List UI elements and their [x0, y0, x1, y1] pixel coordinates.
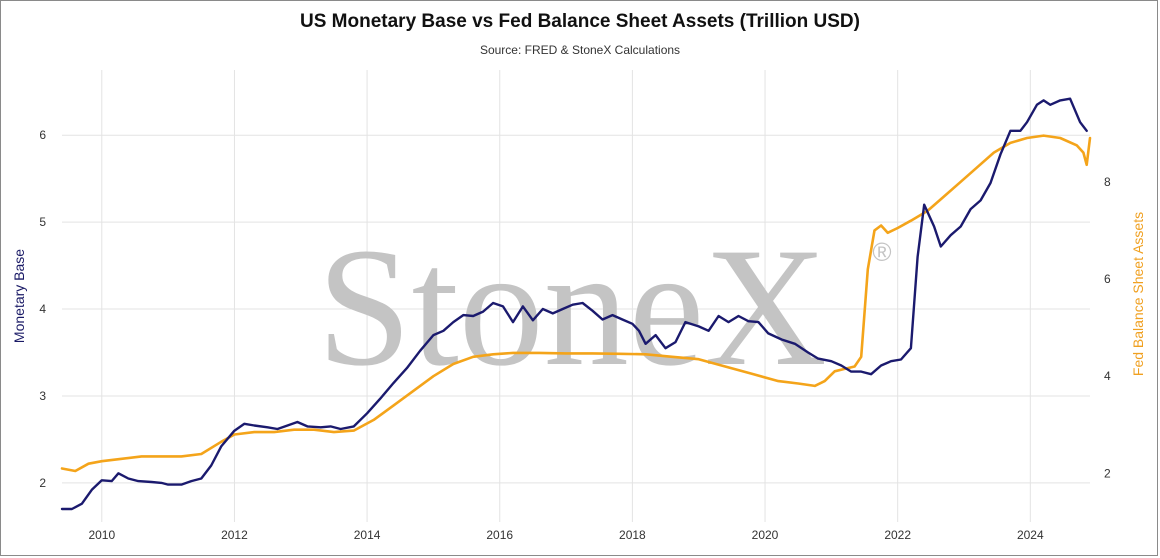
y-left-axis-ticks: 2 3 4 5 6 [39, 128, 46, 490]
x-tick-label-4: 2018 [619, 528, 646, 542]
y-right-axis-ticks: 2 4 6 8 [1104, 175, 1111, 481]
y-right-tick-label-3: 8 [1104, 175, 1111, 189]
x-axis-ticks: 2010 2012 2014 2016 2018 2020 2022 2024 [88, 528, 1044, 542]
series-lines [60, 97, 1092, 511]
grid-lines [62, 70, 1090, 522]
y-left-tick-label-4: 6 [39, 128, 46, 142]
y-left-tick-label-3: 5 [39, 215, 46, 229]
balance-sheet-line [60, 134, 1092, 473]
x-tick-label-6: 2022 [884, 528, 911, 542]
y-left-tick-label-2: 4 [39, 302, 46, 316]
y-right-axis-label: Fed Balance Sheet Assets [1130, 212, 1146, 376]
x-tick-label-3: 2016 [486, 528, 513, 542]
watermark-registered-mark: ® [872, 237, 891, 267]
y-left-tick-label-0: 2 [39, 476, 46, 490]
watermark-text: StoneX [317, 213, 827, 401]
watermark: StoneX ® [317, 213, 892, 401]
monetary-base-line [60, 97, 1088, 511]
x-tick-label-2: 2014 [354, 528, 381, 542]
chart-subtitle: Source: FRED & StoneX Calculations [480, 43, 680, 57]
chart-title: US Monetary Base vs Fed Balance Sheet As… [300, 11, 860, 32]
y-right-tick-label-1: 4 [1104, 369, 1111, 383]
x-tick-label-1: 2012 [221, 528, 248, 542]
x-tick-label-7: 2024 [1017, 528, 1044, 542]
x-tick-label-5: 2020 [752, 528, 779, 542]
y-left-tick-label-1: 3 [39, 389, 46, 403]
y-left-axis-label: Monetary Base [11, 249, 27, 343]
y-right-tick-label-2: 6 [1104, 272, 1111, 286]
y-right-tick-label-0: 2 [1104, 466, 1111, 480]
x-tick-label-0: 2010 [88, 528, 115, 542]
